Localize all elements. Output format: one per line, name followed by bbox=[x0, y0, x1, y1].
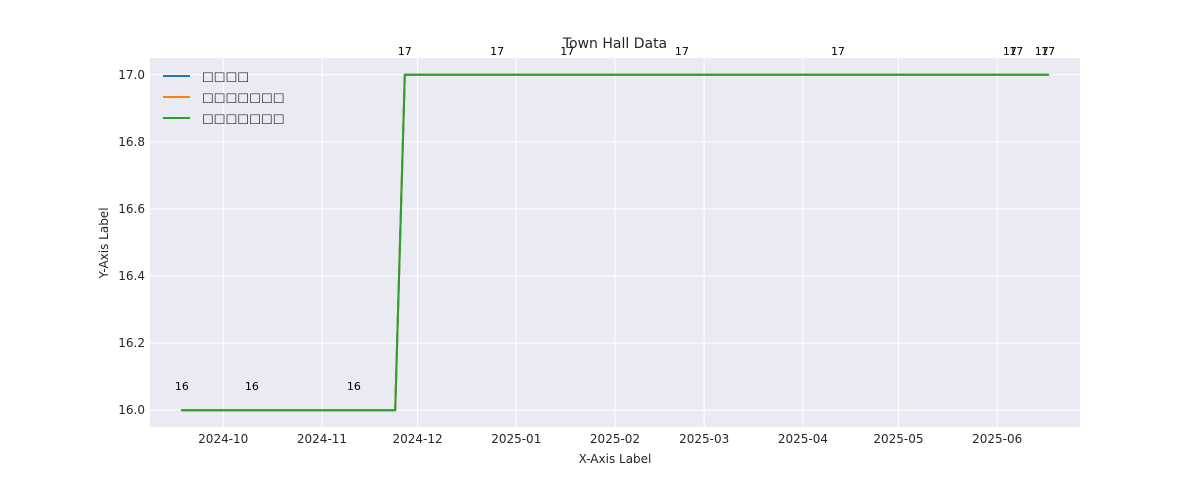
x-tick-label: 2024-11 bbox=[297, 432, 347, 446]
y-tick-label: 16.4 bbox=[118, 269, 145, 283]
y-tick-label: 16.6 bbox=[118, 202, 145, 216]
legend-label-1: □□□□ bbox=[202, 69, 249, 84]
series-line-3 bbox=[180, 73, 1050, 412]
x-tick-label: 2025-05 bbox=[873, 432, 923, 446]
legend: □□□□□□□□□□□□□□□□□□ bbox=[163, 69, 285, 126]
x-tick-label: 2025-02 bbox=[590, 432, 640, 446]
x-tick-label: 2024-12 bbox=[392, 432, 442, 446]
data-label: 17 bbox=[831, 45, 845, 58]
y-tick-label: 17.0 bbox=[118, 68, 145, 82]
x-tick-label: 2025-06 bbox=[972, 432, 1022, 446]
x-axis-title: X-Axis Label bbox=[579, 452, 652, 466]
data-label: 17 bbox=[1035, 45, 1049, 58]
chart-title: Town Hall Data bbox=[562, 36, 667, 52]
data-label: 17 bbox=[560, 45, 574, 58]
series-lines bbox=[180, 73, 1050, 412]
y-axis-title: Y-Axis Label bbox=[97, 207, 111, 279]
data-label: 17 bbox=[398, 45, 412, 58]
data-label: 17 bbox=[675, 45, 689, 58]
data-label: 16 bbox=[347, 380, 361, 393]
x-axis-ticks: 2024-10 2024-11 2024-12 2025-01 2025-02 2025-… bbox=[198, 432, 1022, 446]
data-label: 16 bbox=[175, 380, 189, 393]
data-label: 17 bbox=[1041, 45, 1055, 58]
legend-label-2: □□□□□□□ bbox=[202, 90, 285, 105]
y-axis-ticks: 16.0 16.2 16.4 16.6 16.8 17.0 bbox=[118, 68, 145, 417]
x-tick-label: 2024-10 bbox=[198, 432, 248, 446]
data-label: 17 bbox=[1003, 45, 1017, 58]
data-label: 17 bbox=[1009, 45, 1023, 58]
x-tick-label: 2025-01 bbox=[491, 432, 541, 446]
data-label: 16 bbox=[245, 380, 259, 393]
legend-label-3: □□□□□□□ bbox=[202, 111, 285, 126]
x-tick-label: 2025-04 bbox=[778, 432, 828, 446]
y-tick-label: 16.0 bbox=[118, 403, 145, 417]
y-tick-label: 16.2 bbox=[118, 336, 145, 350]
x-tick-label: 2025-03 bbox=[679, 432, 729, 446]
y-tick-label: 16.8 bbox=[118, 135, 145, 149]
data-label: 17 bbox=[490, 45, 504, 58]
